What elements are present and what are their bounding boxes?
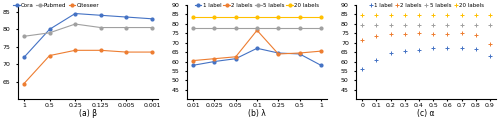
Legend: 1 label, 2 labels, 5 labels, 20 labels: 1 label, 2 labels, 5 labels, 20 labels <box>368 3 484 8</box>
20 labels <box>318 16 324 18</box>
Legend: 1 label, 2 labels, 5 labels, 20 labels: 1 label, 2 labels, 5 labels, 20 labels <box>195 3 319 8</box>
Cora <box>149 18 155 19</box>
5 labels <box>232 28 238 29</box>
Pubmed <box>72 23 78 25</box>
20 labels <box>358 14 366 16</box>
Cora <box>21 57 27 58</box>
20 labels <box>190 16 196 18</box>
5 labels <box>254 28 260 29</box>
2 labels <box>358 39 366 41</box>
2 labels <box>276 53 281 55</box>
2 labels <box>232 56 238 57</box>
Cora <box>72 13 78 14</box>
Line: Citeseer: Citeseer <box>22 49 154 85</box>
20 labels <box>212 16 218 18</box>
2 labels <box>486 43 494 45</box>
2 labels <box>318 50 324 52</box>
Pubmed <box>21 36 27 37</box>
2 labels <box>401 33 409 35</box>
Cora <box>98 15 103 16</box>
20 labels <box>372 14 380 16</box>
X-axis label: (a) β: (a) β <box>79 109 97 118</box>
5 labels <box>318 28 324 29</box>
20 labels <box>415 14 423 16</box>
Legend: Cora, Pubmed, Citeseer: Cora, Pubmed, Citeseer <box>14 3 99 8</box>
20 labels <box>458 14 466 16</box>
2 labels <box>386 33 394 35</box>
5 labels <box>458 24 466 26</box>
Line: 5 labels: 5 labels <box>192 27 322 30</box>
Pubmed <box>46 32 52 34</box>
20 labels <box>276 16 281 18</box>
5 labels <box>212 28 218 29</box>
Cora <box>46 29 52 30</box>
5 labels <box>276 28 281 29</box>
5 labels <box>372 24 380 26</box>
20 labels <box>486 14 494 16</box>
Pubmed <box>124 27 130 28</box>
2 labels <box>458 32 466 34</box>
20 labels <box>444 14 452 16</box>
X-axis label: (b) λ: (b) λ <box>248 109 266 118</box>
20 labels <box>401 14 409 16</box>
Citeseer <box>72 50 78 51</box>
Line: 20 labels: 20 labels <box>192 16 322 19</box>
5 labels <box>444 24 452 26</box>
5 labels <box>296 28 302 29</box>
20 labels <box>296 16 302 18</box>
2 labels <box>372 35 380 37</box>
Citeseer <box>21 83 27 84</box>
1 label <box>415 49 423 51</box>
5 labels <box>386 24 394 26</box>
Line: 1 label: 1 label <box>192 47 322 67</box>
20 labels <box>429 14 437 16</box>
Pubmed <box>98 27 103 28</box>
Citeseer <box>149 51 155 53</box>
2 labels <box>429 33 437 35</box>
Citeseer <box>98 50 103 51</box>
Line: Pubmed: Pubmed <box>22 23 154 38</box>
20 labels <box>386 14 394 16</box>
2 labels <box>190 60 196 61</box>
Line: Cora: Cora <box>22 12 154 59</box>
5 labels <box>401 24 409 26</box>
Line: 2 labels: 2 labels <box>192 29 322 62</box>
1 label <box>429 47 437 49</box>
2 labels <box>296 52 302 54</box>
2 labels <box>444 33 452 35</box>
2 labels <box>472 34 480 36</box>
1 label <box>372 59 380 61</box>
5 labels <box>358 24 366 26</box>
1 label <box>232 58 238 59</box>
2 labels <box>212 58 218 59</box>
1 label <box>318 65 324 66</box>
5 labels <box>472 24 480 26</box>
1 label <box>254 48 260 49</box>
20 labels <box>254 16 260 18</box>
5 labels <box>415 24 423 26</box>
2 labels <box>254 30 260 31</box>
1 label <box>296 53 302 55</box>
X-axis label: (c) α: (c) α <box>418 109 435 118</box>
1 label <box>401 50 409 52</box>
5 labels <box>429 24 437 26</box>
Citeseer <box>46 55 52 56</box>
Cora <box>124 16 130 18</box>
1 label <box>386 52 394 54</box>
1 label <box>444 47 452 49</box>
1 label <box>190 65 196 66</box>
1 label <box>458 47 466 49</box>
5 labels <box>190 28 196 29</box>
2 labels <box>415 32 423 34</box>
1 label <box>486 55 494 57</box>
20 labels <box>232 16 238 18</box>
1 label <box>472 48 480 50</box>
5 labels <box>486 24 494 26</box>
1 label <box>276 52 281 54</box>
1 label <box>358 68 366 70</box>
1 label <box>212 61 218 62</box>
20 labels <box>472 14 480 16</box>
Citeseer <box>124 51 130 53</box>
Pubmed <box>149 27 155 28</box>
